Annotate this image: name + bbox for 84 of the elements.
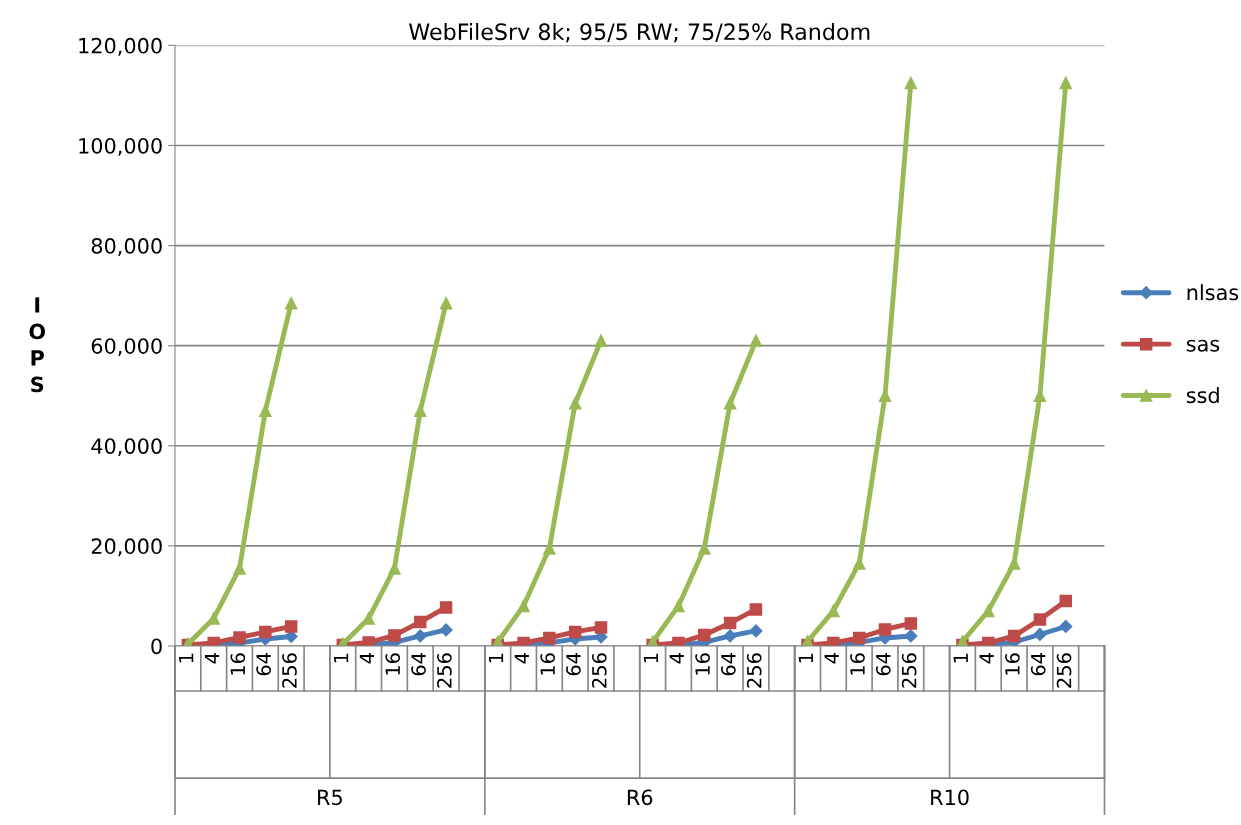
- x-tick-label: 4: [359, 653, 374, 664]
- point: [904, 629, 918, 643]
- x-tick-label: 1: [488, 653, 504, 663]
- y-tick-label: 120,000: [79, 37, 162, 56]
- point: [259, 625, 272, 639]
- x-tick-label: 4: [514, 653, 529, 664]
- legend-label: nlsas: [1187, 284, 1239, 301]
- text: R6: [627, 789, 653, 806]
- point: [568, 625, 582, 639]
- point: [672, 599, 685, 613]
- point: [1033, 613, 1047, 626]
- x-tick-label: 16: [695, 653, 710, 675]
- point: [749, 624, 763, 638]
- y-tick-label: 60,000: [91, 338, 162, 357]
- point: [1059, 619, 1073, 634]
- point: [1059, 76, 1073, 90]
- y-tick-label: 20,000: [91, 538, 162, 557]
- x-tick-label: 256: [901, 653, 917, 688]
- x-tick-label: 16: [540, 653, 556, 675]
- point: [284, 620, 298, 633]
- point: [413, 629, 427, 643]
- x-tick-label: 16: [385, 653, 401, 675]
- text: R10: [931, 789, 969, 806]
- y-tick-label: 80,000: [91, 238, 162, 256]
- x-tick-label: 256: [746, 653, 762, 688]
- x-tick-label: 16: [230, 653, 246, 675]
- point: [1007, 557, 1021, 570]
- x-tick-label: 4: [204, 653, 220, 664]
- x-tick-label: 1: [334, 653, 349, 663]
- point: [439, 296, 453, 310]
- x-tick-label: 1: [643, 653, 659, 663]
- x-tick-label: 1: [179, 653, 194, 663]
- point: [594, 334, 608, 347]
- y-tick-label: 100,000: [79, 137, 162, 156]
- x-tick-label: 64: [566, 653, 581, 676]
- x-tick-label: 256: [437, 653, 452, 688]
- point: [749, 603, 763, 616]
- point: [723, 396, 737, 410]
- x-tick-label: 4: [669, 653, 684, 664]
- point: [1007, 629, 1021, 643]
- point: [388, 629, 401, 642]
- point: [723, 616, 737, 630]
- point: [982, 604, 995, 618]
- point: [1033, 627, 1047, 642]
- y-tick-label: 40,000: [91, 438, 162, 457]
- y-axis-title: IOPS: [29, 297, 46, 393]
- point: [439, 601, 453, 614]
- x-tick-label: 16: [850, 653, 865, 675]
- text: R5: [318, 789, 342, 806]
- point: [878, 623, 892, 636]
- x-tick-label: 64: [875, 653, 891, 676]
- legend-label: sas: [1186, 339, 1220, 352]
- point: [852, 557, 866, 570]
- point: [517, 599, 530, 613]
- point: [259, 404, 272, 417]
- point: [698, 628, 711, 642]
- point: [414, 615, 427, 629]
- x-tick-label: 64: [1030, 653, 1046, 676]
- point: [414, 404, 427, 417]
- point: [723, 629, 737, 643]
- x-tick-label: 1: [953, 653, 968, 663]
- x-tick-label: 64: [721, 653, 736, 676]
- legend-label: ssd: [1186, 387, 1219, 404]
- x-tick-label: 64: [256, 653, 271, 676]
- x-tick-label: 4: [824, 653, 839, 664]
- point: [827, 604, 840, 618]
- chart-title: WebFileSrv 8k; 95/5 RW; 75/25% Random: [409, 22, 870, 43]
- x-tick-label: 256: [282, 653, 297, 688]
- point: [284, 296, 298, 310]
- x-tick-label: 256: [591, 653, 607, 688]
- x-tick-label: 1: [798, 653, 813, 663]
- x-tick-label: 64: [411, 653, 426, 676]
- x-tick-label: 16: [1005, 653, 1020, 675]
- point: [568, 396, 582, 410]
- point: [1059, 594, 1073, 608]
- x-tick-label: 256: [1056, 653, 1072, 688]
- point: [439, 623, 453, 637]
- point: [594, 621, 608, 634]
- point: [904, 76, 918, 90]
- y-tick-label: 0: [151, 638, 162, 655]
- point: [852, 631, 866, 645]
- x-tick-label: 4: [979, 653, 994, 664]
- point: [904, 617, 918, 630]
- point: [749, 334, 763, 347]
